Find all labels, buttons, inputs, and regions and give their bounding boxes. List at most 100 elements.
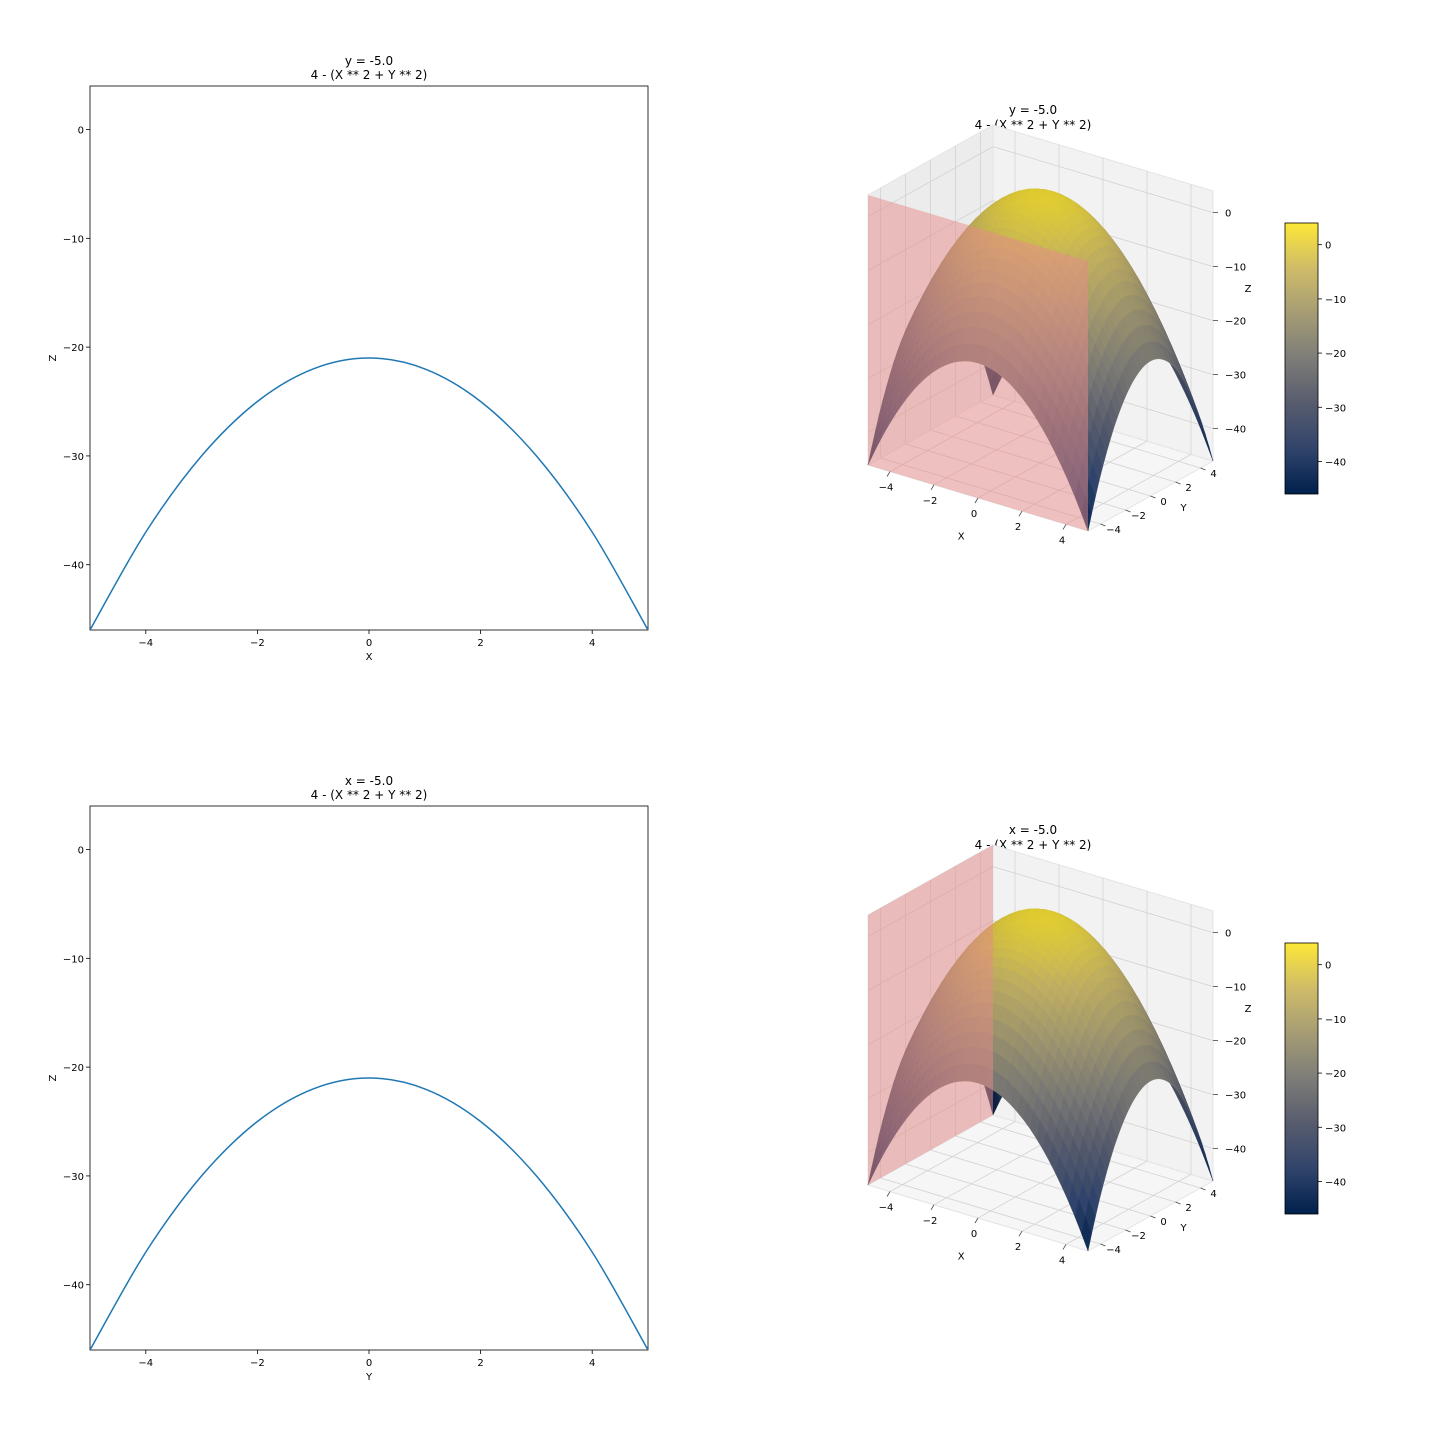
colorbar-tick-label: −40 — [1325, 457, 1346, 468]
surface-chart-3: x = -5.04 - (X ** 2 + Y ** 2)−4−2024X−4−… — [866, 823, 1346, 1266]
y-tick-label: −40 — [63, 1281, 84, 1292]
x-tick-label: −2 — [923, 496, 938, 507]
chart-title-line2: 4 - (X ** 2 + Y ** 2) — [311, 68, 428, 82]
y-tick-label: −4 — [1106, 1245, 1121, 1256]
x-tick-label: 2 — [1015, 1242, 1021, 1253]
x-axis-label: Y — [365, 1372, 373, 1383]
x-tick-label: 0 — [971, 1229, 977, 1240]
y-tick-label: −4 — [1106, 525, 1121, 536]
colorbar-tick-label: −30 — [1325, 403, 1346, 414]
chart-title-line1: x = -5.0 — [1009, 823, 1057, 837]
x-axis-label: X — [366, 652, 373, 663]
y-tick-label: 2 — [1185, 1203, 1191, 1214]
y-tick-mark — [1200, 1187, 1206, 1191]
x-tick-label: 4 — [1059, 1255, 1065, 1266]
colorbar-tick-label: −20 — [1325, 1069, 1346, 1080]
colorbar-tick-label: −20 — [1325, 349, 1346, 360]
x-tick-mark — [974, 1217, 979, 1224]
y-tick-label: 0 — [78, 126, 84, 137]
x-tick-label: −2 — [250, 1358, 265, 1369]
x-tick-label: 0 — [971, 509, 977, 520]
y-tick-mark — [1175, 481, 1181, 485]
colorbar-tick-label: −40 — [1325, 1177, 1346, 1188]
y-tick-mark — [1150, 1215, 1156, 1219]
x-tick-label: −4 — [138, 638, 153, 649]
surface-chart-1: y = -5.04 - (X ** 2 + Y ** 2)−4−2024X−4−… — [866, 103, 1346, 546]
y-tick-mark — [1200, 467, 1206, 471]
y-tick-mark — [1125, 1229, 1131, 1233]
chart-title-line1: y = -5.0 — [1009, 103, 1057, 117]
x-tick-mark — [1018, 510, 1023, 517]
y-tick-label: −40 — [63, 561, 84, 572]
grid-line — [992, 866, 1214, 933]
y-tick-label: −30 — [63, 452, 84, 463]
x-tick-label: 4 — [589, 1358, 595, 1369]
x-tick-mark — [930, 484, 935, 491]
colorbar-tick-label: 0 — [1325, 241, 1331, 252]
x-tick-label: 0 — [366, 1358, 372, 1369]
colorbar — [1284, 222, 1319, 495]
y-tick-mark — [1175, 1201, 1181, 1205]
y-tick-label: −20 — [63, 1063, 84, 1074]
surface-patch — [1081, 1215, 1092, 1252]
chart-title-line1: x = -5.0 — [345, 774, 393, 788]
series-line — [90, 357, 648, 630]
y-tick-label: 0 — [1160, 1217, 1166, 1228]
slice-plane — [868, 195, 1088, 531]
colorbar-tick-label: −10 — [1325, 295, 1346, 306]
y-axis-label: Z — [48, 354, 59, 361]
z-tick-label: −10 — [1225, 983, 1246, 994]
chart-title-line2: 4 - (X ** 2 + Y ** 2) — [311, 788, 428, 802]
y-axis-label: Y — [1179, 503, 1187, 514]
x-tick-mark — [1062, 1244, 1067, 1250]
grid-line — [880, 1177, 1101, 1245]
x-tick-label: 2 — [477, 638, 483, 649]
y-tick-label: 0 — [1160, 497, 1166, 508]
y-tick-mark — [1125, 509, 1131, 513]
z-axis-label: Z — [1245, 1004, 1252, 1015]
y-tick-label: −2 — [1131, 511, 1146, 522]
x-tick-label: −2 — [250, 638, 265, 649]
colorbar — [1284, 942, 1319, 1215]
y-tick-label: 4 — [1210, 469, 1216, 480]
x-tick-label: −2 — [923, 1216, 938, 1227]
y-tick-label: −20 — [63, 343, 84, 354]
y-tick-label: 2 — [1185, 483, 1191, 494]
y-tick-mark — [1150, 495, 1156, 499]
y-tick-mark — [1100, 1243, 1106, 1247]
x-tick-label: 4 — [1059, 535, 1065, 546]
z-tick-label: −40 — [1225, 1145, 1246, 1156]
y-tick-label: −10 — [63, 954, 84, 965]
x-axis-label: X — [958, 531, 965, 542]
z-axis-label: Z — [1245, 284, 1252, 295]
z-tick-label: −30 — [1225, 371, 1246, 382]
z-tick-label: 0 — [1225, 209, 1231, 220]
x-tick-label: 2 — [1015, 522, 1021, 533]
z-tick-label: 0 — [1225, 929, 1231, 940]
line-chart-0: y = -5.04 - (X ** 2 + Y ** 2)−4 −2 0 2 40−10… — [48, 54, 649, 663]
line-chart-2: x = -5.04 - (X ** 2 + Y ** 2)−4 −2 0 2 40−10… — [48, 774, 649, 1383]
grid-line — [930, 1149, 1151, 1217]
x-tick-mark — [930, 1204, 935, 1211]
x-tick-label: 2 — [477, 1358, 483, 1369]
colorbar-tick-label: 0 — [1325, 961, 1331, 972]
x-tick-label: 0 — [366, 638, 372, 649]
series-line — [90, 1077, 648, 1350]
y-tick-label: −30 — [63, 1172, 84, 1183]
z-tick-label: −20 — [1225, 1037, 1246, 1048]
y-axis-label: Y — [1179, 1223, 1187, 1234]
x-tick-mark — [886, 1191, 891, 1197]
y-axis-label: Z — [48, 1074, 59, 1081]
y-tick-label: 0 — [78, 846, 84, 857]
y-tick-label: −2 — [1131, 1231, 1146, 1242]
z-tick-label: −20 — [1225, 317, 1246, 328]
z-tick-label: −10 — [1225, 263, 1246, 274]
colorbar-tick-label: −10 — [1325, 1015, 1346, 1026]
y-tick-label: 4 — [1210, 1189, 1216, 1200]
z-tick-label: −40 — [1225, 425, 1246, 436]
x-tick-mark — [974, 497, 979, 504]
x-tick-label: −4 — [879, 1203, 894, 1214]
x-axis-label: X — [958, 1251, 965, 1262]
x-tick-label: −4 — [879, 483, 894, 494]
chart-title-line1: y = -5.0 — [345, 54, 393, 68]
